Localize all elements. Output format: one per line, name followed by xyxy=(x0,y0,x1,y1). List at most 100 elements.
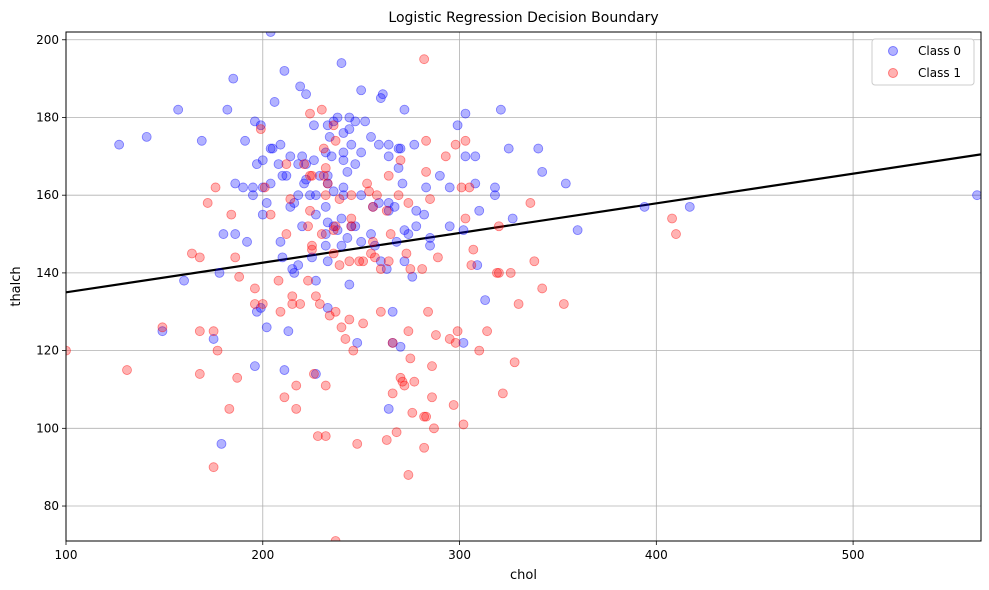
point-class-1 xyxy=(291,403,302,414)
point-class-0 xyxy=(389,201,400,212)
point-class-0 xyxy=(250,361,260,372)
point-class-1 xyxy=(320,190,331,201)
point-class-0 xyxy=(293,159,304,170)
point-class-0 xyxy=(338,128,349,138)
point-class-1 xyxy=(330,536,341,541)
point-class-1 xyxy=(291,380,302,391)
point-class-0 xyxy=(350,116,361,127)
point-class-1 xyxy=(458,419,469,430)
point-class-0 xyxy=(411,221,422,232)
point-class-1 xyxy=(667,213,677,224)
point-class-1 xyxy=(279,392,290,403)
point-class-1 xyxy=(460,135,471,146)
point-class-1 xyxy=(265,209,276,220)
point-class-1 xyxy=(305,170,315,181)
point-class-0 xyxy=(208,334,219,344)
point-class-0 xyxy=(279,365,290,375)
point-class-0 xyxy=(387,337,398,348)
point-class-0 xyxy=(395,341,406,352)
point-class-0 xyxy=(472,260,483,271)
point-class-1 xyxy=(157,322,168,333)
x-tick-label: 400 xyxy=(645,548,668,562)
point-class-1 xyxy=(287,291,298,302)
point-class-1 xyxy=(452,326,463,337)
point-class-1 xyxy=(307,170,317,181)
point-class-1 xyxy=(375,306,386,317)
point-class-1 xyxy=(370,252,380,263)
point-class-0 xyxy=(409,139,420,150)
point-class-0 xyxy=(265,143,276,154)
point-class-1 xyxy=(368,201,378,212)
point-class-0 xyxy=(366,229,376,239)
point-class-0 xyxy=(383,139,394,150)
point-class-1 xyxy=(399,380,410,391)
point-class-1 xyxy=(671,229,681,239)
point-class-0 xyxy=(269,97,280,107)
point-class-0 xyxy=(332,225,343,236)
point-class-1 xyxy=(250,299,260,309)
point-class-0 xyxy=(399,104,410,115)
point-class-1 xyxy=(328,248,339,259)
x-tick-label: 500 xyxy=(842,548,865,562)
point-class-0 xyxy=(301,174,311,185)
point-class-1 xyxy=(340,334,351,344)
point-class-0 xyxy=(560,178,571,189)
point-class-0 xyxy=(114,139,125,150)
point-class-0 xyxy=(342,166,353,177)
point-class-0 xyxy=(346,221,357,232)
point-class-1 xyxy=(208,326,219,337)
point-class-0 xyxy=(360,116,370,127)
point-class-0 xyxy=(395,143,406,154)
point-class-0 xyxy=(297,221,308,232)
point-class-0 xyxy=(320,147,331,158)
point-class-1 xyxy=(311,291,321,302)
point-class-0 xyxy=(238,182,248,193)
point-class-0 xyxy=(242,236,252,247)
point-class-1 xyxy=(312,431,323,441)
point-class-1 xyxy=(372,190,382,201)
y-axis-label: thalch xyxy=(9,266,24,306)
point-class-0 xyxy=(533,143,544,154)
point-class-1 xyxy=(259,182,270,193)
point-class-1 xyxy=(212,345,223,356)
point-class-0 xyxy=(434,170,445,181)
point-class-0 xyxy=(196,135,207,146)
point-class-0 xyxy=(251,159,262,170)
point-class-1 xyxy=(66,345,71,356)
point-class-1 xyxy=(358,256,369,267)
point-class-0 xyxy=(293,190,304,201)
point-class-1 xyxy=(281,159,292,170)
point-class-0 xyxy=(322,217,333,228)
point-class-0 xyxy=(173,104,184,115)
point-class-0 xyxy=(275,139,286,150)
point-class-0 xyxy=(251,306,262,317)
point-class-0 xyxy=(393,163,404,173)
x-axis-ticks: 100 200 300 400 500 xyxy=(55,541,865,562)
point-class-0 xyxy=(311,275,321,286)
legend-marker-class-1 xyxy=(888,68,898,78)
point-class-1 xyxy=(354,256,365,267)
point-class-0 xyxy=(444,182,455,193)
point-class-1 xyxy=(364,186,374,197)
point-class-0 xyxy=(307,252,317,263)
point-class-0 xyxy=(403,229,414,239)
point-class-1 xyxy=(352,438,363,449)
point-class-0 xyxy=(444,221,455,232)
point-class-1 xyxy=(460,213,471,224)
point-class-1 xyxy=(403,198,414,208)
point-class-0 xyxy=(179,275,189,286)
point-class-0 xyxy=(336,213,347,224)
point-class-0 xyxy=(383,403,394,414)
point-class-0 xyxy=(277,252,288,263)
point-class-0 xyxy=(322,170,333,181)
point-class-0 xyxy=(322,120,333,131)
point-class-0 xyxy=(356,190,367,201)
point-class-0 xyxy=(344,279,355,290)
point-class-0 xyxy=(368,201,378,212)
plot-frame xyxy=(65,31,982,542)
point-class-0 xyxy=(285,201,296,212)
point-class-1 xyxy=(421,135,431,146)
point-class-1 xyxy=(303,221,313,232)
point-class-1 xyxy=(275,306,286,317)
point-class-0 xyxy=(460,108,471,119)
